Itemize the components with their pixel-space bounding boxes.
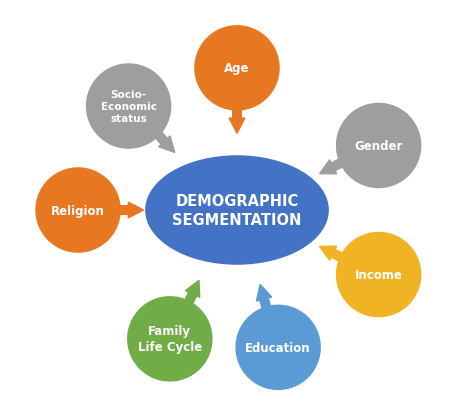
- Ellipse shape: [146, 157, 328, 264]
- Polygon shape: [183, 281, 200, 307]
- Polygon shape: [229, 107, 245, 134]
- Text: Gender: Gender: [355, 140, 403, 153]
- Circle shape: [195, 27, 279, 111]
- Text: DEMOGRAPHIC
SEGMENTATION: DEMOGRAPHIC SEGMENTATION: [173, 193, 301, 228]
- Text: Education: Education: [246, 341, 311, 354]
- Text: Religion: Religion: [51, 204, 105, 217]
- Text: Socio-
Economic
status: Socio- Economic status: [100, 90, 156, 124]
- Text: Age: Age: [224, 62, 250, 75]
- Polygon shape: [319, 247, 346, 263]
- Text: Family
Life Cycle: Family Life Cycle: [138, 324, 202, 354]
- Circle shape: [36, 168, 120, 252]
- Circle shape: [337, 233, 421, 317]
- Text: Income: Income: [355, 269, 402, 281]
- Circle shape: [87, 65, 171, 149]
- Polygon shape: [116, 202, 144, 218]
- Circle shape: [128, 297, 212, 381]
- Circle shape: [337, 104, 421, 188]
- Circle shape: [236, 305, 320, 390]
- Polygon shape: [153, 130, 175, 153]
- Polygon shape: [256, 285, 272, 312]
- Polygon shape: [319, 158, 346, 175]
